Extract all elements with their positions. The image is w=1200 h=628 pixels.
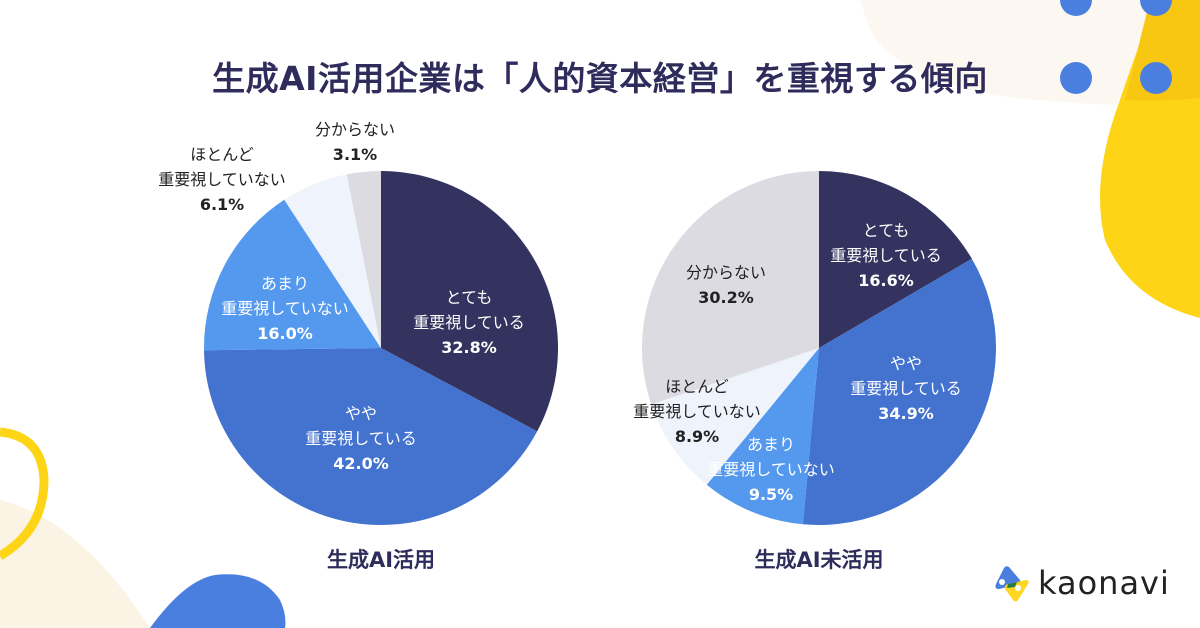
dot-icon: [1060, 0, 1092, 16]
pie-slice: [706, 348, 819, 525]
slice-label: とても 重要視している 32.8%: [413, 288, 525, 357]
kaonavi-logo: kaonavi: [990, 562, 1170, 604]
slice-label: 分からない 3.1%: [314, 120, 396, 164]
slice-label: やや 重要視している 42.0%: [305, 404, 417, 473]
chart-caption-ai-users: 生成AI活用: [326, 548, 436, 572]
slice-label: 分からない 30.2%: [685, 263, 767, 307]
dot-icon: [1140, 62, 1172, 94]
slice-label: あまり 重要視していない 16.0%: [221, 274, 349, 343]
dot-icon: [1140, 0, 1172, 16]
pie-slice: [204, 348, 538, 525]
slice-label: あまり 重要視していない 9.5%: [707, 435, 835, 504]
blue-blob-bottom: [150, 574, 286, 628]
pie-slice: [204, 199, 381, 351]
dot-icon: [1060, 62, 1092, 94]
pie-slice: [802, 258, 996, 525]
cream-blob-top-right: [860, 0, 1200, 106]
pie-slice: [819, 171, 972, 348]
slice-label: ほとんど 重要視していない 6.1%: [158, 145, 286, 214]
pie-slice: [346, 171, 381, 348]
pie-slice: [284, 174, 381, 348]
kaonavi-logo-icon: [995, 566, 1029, 602]
chart-caption-ai-nonusers: 生成AI未活用: [754, 548, 884, 572]
slice-label: とても 重要視している 16.6%: [830, 221, 942, 290]
cream-blob-bottom-left: [0, 500, 150, 628]
pie-slice: [381, 170, 559, 432]
kaonavi-logo-text: kaonavi: [1038, 564, 1170, 602]
pie-slice: [651, 348, 819, 485]
yellow-ring-bottom-left: [0, 427, 49, 560]
slice-label: やや 重要視している 34.9%: [850, 354, 962, 423]
slice-label: ほとんど 重要視していない 8.9%: [633, 377, 761, 446]
pie-slice: [642, 171, 819, 405]
page-title: 生成AI活用企業は「人的資本経営」を重視する傾向: [212, 59, 988, 98]
